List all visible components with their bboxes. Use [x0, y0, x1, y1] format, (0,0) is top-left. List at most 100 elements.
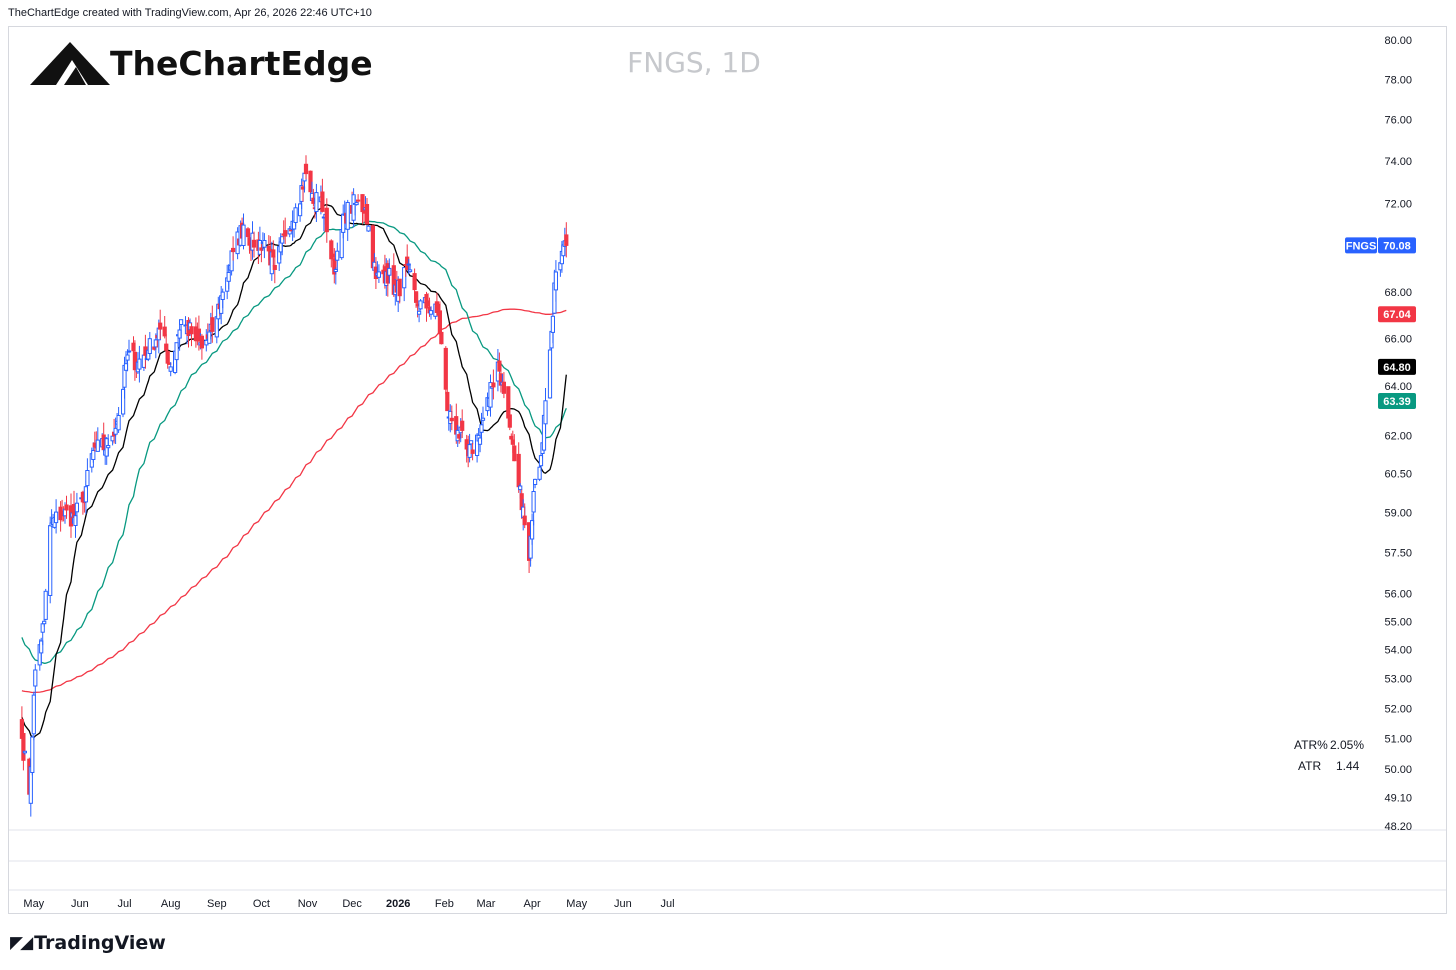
candle — [333, 267, 338, 285]
candle — [168, 362, 173, 377]
candle — [418, 299, 423, 311]
candle — [356, 194, 361, 203]
candle — [507, 401, 512, 431]
price-axis[interactable]: 80.00 78.00 76.00 74.00 72.00 68.00 66.00 64.00… — [1384, 35, 1412, 833]
candle — [33, 664, 38, 696]
candle — [85, 458, 90, 490]
candle — [48, 516, 53, 604]
candle — [449, 405, 454, 431]
candle — [116, 407, 121, 433]
candle — [83, 480, 89, 515]
candle — [387, 258, 392, 284]
candle — [491, 369, 496, 400]
tradingview-logo-text: TradingView — [34, 932, 166, 954]
time-tick: May — [566, 898, 587, 910]
candle — [324, 198, 329, 243]
indicator-badge-text: 67.04 — [1383, 309, 1411, 321]
candle — [443, 346, 448, 395]
price-tick: 55.00 — [1384, 616, 1412, 628]
candle — [408, 264, 413, 273]
price-tick: 76.00 — [1384, 115, 1412, 127]
candle — [320, 178, 325, 213]
candle — [345, 199, 350, 241]
candle — [329, 239, 334, 268]
candle — [210, 305, 215, 343]
candle — [271, 240, 276, 267]
price-tick: 56.00 — [1384, 588, 1412, 600]
price-tick: 48.20 — [1384, 821, 1412, 833]
price-tick: 59.00 — [1384, 507, 1412, 519]
candle — [147, 332, 152, 357]
price-tick: 53.00 — [1384, 674, 1412, 686]
candle — [402, 267, 407, 302]
candle — [126, 339, 132, 354]
candle — [179, 319, 184, 339]
candles — [19, 155, 569, 817]
candle — [121, 385, 126, 418]
price-tick: 74.00 — [1384, 156, 1412, 168]
candle — [564, 222, 569, 258]
candle — [22, 750, 27, 755]
price-tick: 64.00 — [1384, 381, 1412, 393]
moving-averages — [21, 204, 567, 739]
symbol-badge-text: FNGS — [1346, 240, 1377, 252]
candle — [376, 264, 381, 283]
candle — [293, 203, 298, 227]
candle — [262, 233, 267, 259]
candle — [460, 409, 465, 438]
candle — [512, 434, 517, 462]
candle — [280, 236, 285, 256]
candle — [428, 306, 434, 320]
candle — [332, 248, 337, 284]
last-price-text: 70.08 — [1383, 240, 1411, 252]
price-tick: 80.00 — [1384, 35, 1412, 47]
candle — [30, 735, 35, 776]
candle — [543, 388, 548, 434]
sma-50-line — [21, 220, 567, 664]
time-tick: Jun — [614, 898, 632, 910]
time-tick: Jun — [71, 898, 89, 910]
mountain-logo-icon — [30, 42, 110, 85]
candle — [272, 255, 277, 284]
candle — [189, 323, 194, 347]
candle — [530, 513, 535, 545]
candle — [220, 288, 225, 309]
candle — [533, 478, 538, 489]
candle — [553, 260, 558, 302]
atr-label: ATR — [1298, 759, 1321, 773]
time-tick: 2026 — [386, 898, 410, 910]
last-price-badge: FNGS 70.08 — [1345, 237, 1416, 254]
time-tick: Sep — [207, 898, 227, 910]
price-tick: 66.00 — [1384, 333, 1412, 345]
tradingview-logo[interactable]: ◤◢ TradingView — [10, 932, 166, 954]
candle — [283, 217, 288, 245]
candle — [125, 349, 130, 372]
candle — [308, 170, 313, 196]
time-tick: Mar — [477, 898, 496, 910]
time-tick: Oct — [253, 898, 270, 910]
candle — [550, 311, 555, 344]
tradingview-icon: ◤◢ — [10, 933, 33, 953]
price-tick: 68.00 — [1384, 287, 1412, 299]
price-tick: 62.00 — [1384, 430, 1412, 442]
sma-200-line — [21, 308, 567, 694]
candle — [547, 338, 553, 399]
candle — [397, 278, 402, 304]
time-axis[interactable]: May Jun Jul Aug Sep Oct Nov Dec 2026 Feb Mar Apr May… — [23, 898, 674, 910]
candle — [480, 406, 486, 426]
candle — [364, 198, 370, 225]
candle — [314, 183, 319, 222]
candle — [54, 499, 59, 534]
price-tick: 50.00 — [1384, 764, 1412, 776]
candle — [39, 637, 44, 665]
candle — [158, 309, 163, 339]
price-tick: 51.00 — [1384, 733, 1412, 745]
candle — [366, 225, 371, 232]
candle — [95, 427, 100, 452]
candle — [174, 342, 179, 372]
time-tick: Apr — [524, 898, 541, 910]
atr-percent-label: ATR% — [1294, 738, 1328, 752]
candle — [74, 492, 80, 526]
chart-frame — [8, 26, 1447, 914]
